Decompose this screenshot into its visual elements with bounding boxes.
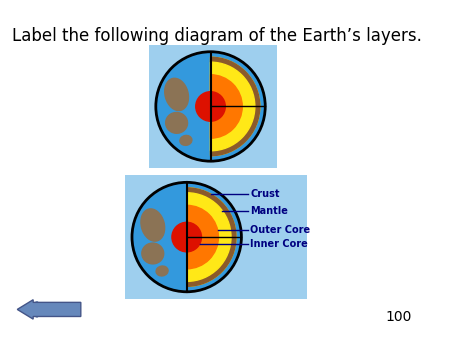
Text: Inner Core: Inner Core	[250, 239, 308, 249]
Ellipse shape	[165, 78, 189, 110]
Wedge shape	[210, 75, 242, 138]
Circle shape	[196, 92, 225, 121]
Ellipse shape	[180, 135, 192, 145]
Wedge shape	[210, 62, 255, 151]
Wedge shape	[210, 57, 260, 156]
Circle shape	[172, 222, 201, 252]
Ellipse shape	[141, 209, 164, 241]
Text: Outer Core: Outer Core	[250, 225, 310, 235]
Text: Crust: Crust	[250, 189, 280, 200]
Wedge shape	[187, 188, 236, 286]
Circle shape	[132, 182, 241, 292]
Bar	[149, 45, 277, 168]
Circle shape	[156, 52, 265, 161]
Ellipse shape	[156, 266, 168, 276]
Wedge shape	[187, 193, 231, 282]
FancyArrow shape	[17, 300, 81, 319]
Wedge shape	[210, 57, 260, 156]
Text: Mantle: Mantle	[250, 206, 288, 216]
Text: 100: 100	[385, 310, 411, 323]
Ellipse shape	[142, 243, 164, 264]
Bar	[125, 175, 307, 299]
Text: Label the following diagram of the Earth’s layers.: Label the following diagram of the Earth…	[12, 27, 422, 45]
Wedge shape	[187, 188, 236, 286]
Ellipse shape	[166, 113, 188, 133]
Wedge shape	[187, 205, 219, 269]
